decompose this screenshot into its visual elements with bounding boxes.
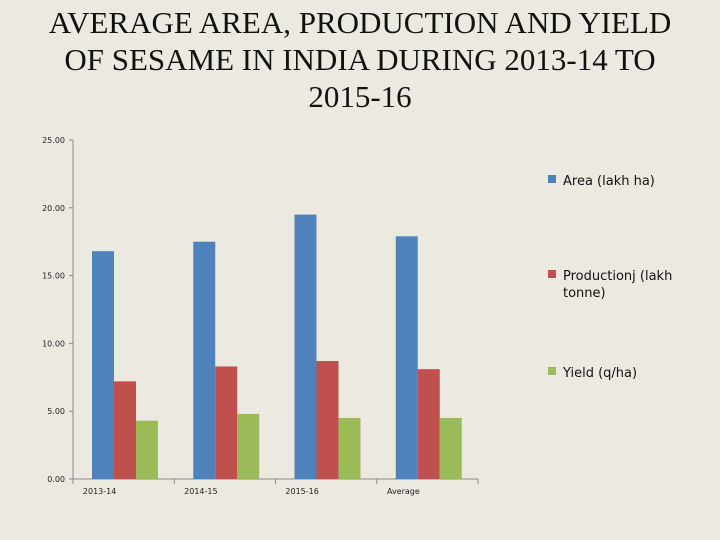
legend-label: Productionj (lakh tonne) [563, 269, 672, 301]
legend-swatch [548, 367, 556, 375]
bar [338, 417, 361, 479]
bar [294, 214, 317, 479]
legend-swatch [548, 270, 556, 278]
title-line-1: AVERAGE AREA, PRODUCTION AND YIELD [48, 5, 672, 40]
legend-swatch [548, 175, 556, 183]
bar [114, 381, 136, 479]
x-tick-label: Average [387, 487, 420, 496]
legend-label: Yield (q/ha) [562, 366, 637, 381]
title-line-3: 2015-16 [308, 79, 412, 114]
bar [439, 417, 462, 479]
x-tick-label: 2013-14 [83, 487, 116, 496]
y-tick-label: 25.00 [42, 136, 65, 145]
y-tick-label: 0.00 [47, 475, 65, 484]
x-tick-label: 2014-15 [184, 487, 217, 496]
y-tick-label: 10.00 [42, 339, 65, 348]
legend-label: Area (lakh ha) [563, 174, 655, 189]
title-line-2: OF SESAME IN INDIA DURING 2013-14 TO [64, 42, 656, 77]
bar [316, 361, 339, 479]
bar [92, 251, 114, 479]
bar [417, 369, 440, 479]
bar [395, 236, 418, 479]
bar [136, 420, 158, 479]
y-tick-label: 20.00 [42, 204, 65, 213]
y-tick-label: 5.00 [47, 407, 65, 416]
bar [237, 413, 260, 479]
chart-title: AVERAGE AREA, PRODUCTION AND YIELD OF SE… [0, 4, 720, 115]
y-tick-label: 15.00 [42, 272, 65, 281]
bar [215, 366, 238, 479]
x-tick-label: 2015-16 [285, 487, 318, 496]
bar [193, 241, 216, 479]
